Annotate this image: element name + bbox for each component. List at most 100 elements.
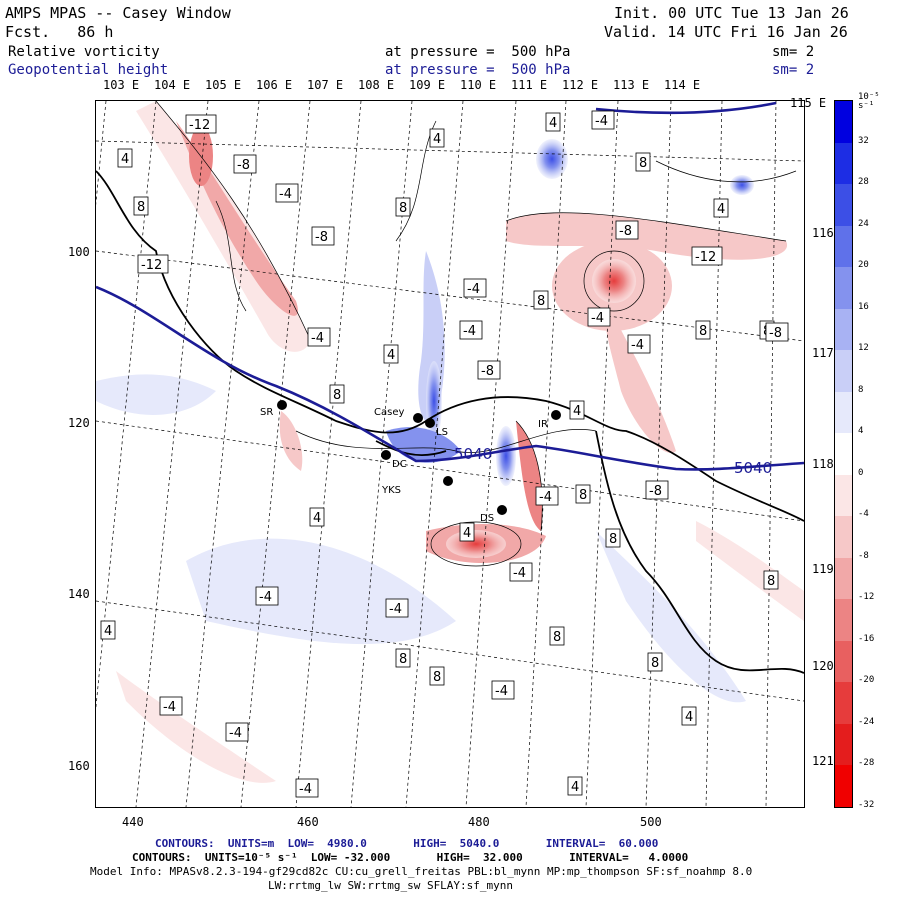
colorbar-segment: [835, 391, 852, 434]
contour-label: -4: [159, 696, 183, 716]
svg-text:-8: -8: [619, 224, 632, 239]
contour-label: 4: [459, 522, 475, 542]
contour-label: -4: [459, 320, 483, 340]
field2-name: Geopotential height: [8, 62, 169, 78]
field2-smooth: sm= 2: [772, 62, 815, 78]
contour-label: -8: [645, 480, 669, 500]
vorticity-contour-info: CONTOURS: UNITS=10⁻⁵ s⁻¹ LOW= -32.000 HI…: [132, 851, 689, 864]
station-names: SR Casey LS DC YKS IR DS: [260, 407, 548, 524]
station-marker: [413, 413, 423, 423]
contour-label: -12: [137, 254, 169, 274]
longitude-label: 113 E: [613, 78, 650, 92]
colorbar-segment: [835, 225, 852, 268]
svg-text:-8: -8: [237, 158, 250, 173]
station-label: LS: [436, 427, 448, 438]
colorbar-segment: [835, 184, 852, 226]
colorbar-segment: [835, 101, 852, 143]
longitude-label: 103 E: [103, 78, 140, 92]
svg-text:8: 8: [137, 200, 145, 215]
svg-text:8: 8: [699, 324, 707, 339]
colorbar-label: 20: [858, 260, 869, 271]
colorbar-segment: [835, 474, 852, 517]
x-tick-label: 480: [468, 815, 490, 829]
svg-text:-4: -4: [229, 726, 242, 741]
station-label: DS: [480, 513, 494, 524]
svg-text:-4: -4: [631, 338, 644, 353]
model-info: Model Info: MPASv8.2.3-194-gf29cd82c CU:…: [90, 865, 753, 878]
station-label: IR: [538, 419, 548, 430]
svg-text:-12: -12: [695, 250, 716, 265]
svg-text:-4: -4: [279, 187, 292, 202]
station-marker: [443, 476, 453, 486]
contour-labels: -12 -8 -4 4 8 -12 -8 -4 4 8 4 -4 8 -8 -4 4 8 -4 8 -8 -4 4 8 -4 8…: [100, 110, 789, 798]
svg-text:-8: -8: [481, 364, 494, 379]
field1-name: Relative vorticity: [8, 44, 160, 60]
svg-text:4: 4: [121, 152, 129, 167]
svg-text:8: 8: [579, 488, 587, 503]
colorbar-segment: [835, 142, 852, 185]
contour-label: 8: [329, 384, 345, 404]
vorticity-contours: [155, 101, 797, 567]
height-label-2: 5040: [734, 459, 772, 477]
contour-label: 8: [575, 484, 591, 504]
contour-label: -4: [463, 278, 487, 298]
contour-label: 8: [395, 197, 411, 217]
contour-label: -4: [587, 307, 611, 327]
valid-time: Valid. 14 UTC Fri 16 Jan 26: [604, 23, 848, 41]
contour-label: 8: [395, 648, 411, 668]
contour-label: -4: [627, 334, 651, 354]
field1-smooth: sm= 2: [772, 44, 815, 60]
colorbar-unit: 10⁻⁵ s⁻¹: [858, 92, 880, 111]
colorbar-label: -28: [858, 758, 875, 769]
svg-text:8: 8: [433, 670, 441, 685]
contour-label: -4: [275, 183, 299, 203]
svg-text:-4: -4: [389, 602, 402, 617]
x-tick-label: 460: [297, 815, 319, 829]
longitude-label: 104 E: [154, 78, 191, 92]
svg-text:-4: -4: [311, 331, 324, 346]
contour-label: 8: [695, 320, 711, 340]
svg-text:4: 4: [387, 348, 395, 363]
y-tick-label: 120: [68, 416, 90, 430]
longitude-label: 106 E: [256, 78, 293, 92]
colorbar-segment: [835, 350, 852, 392]
svg-text:-4: -4: [299, 782, 312, 797]
model-title: AMPS MPAS -- Casey Window: [5, 4, 231, 22]
svg-text:8: 8: [639, 156, 647, 171]
contour-label: 8: [549, 626, 565, 646]
contour-label: 4: [117, 148, 133, 168]
svg-text:-4: -4: [495, 684, 508, 699]
contour-label: -4: [591, 110, 615, 130]
height-label-1: 5040: [454, 445, 492, 463]
contour-label: -4: [255, 586, 279, 606]
colorbar-segment: [835, 723, 852, 766]
svg-text:-4: -4: [539, 490, 552, 505]
svg-text:4: 4: [549, 116, 557, 131]
svg-text:-4: -4: [163, 700, 176, 715]
longitude-label: 111 E: [511, 78, 548, 92]
svg-text:-8: -8: [769, 326, 782, 341]
colorbar-label: 16: [858, 301, 869, 312]
colorbar-label: -24: [858, 716, 875, 727]
svg-text:-4: -4: [591, 311, 604, 326]
longitude-label: 107 E: [307, 78, 344, 92]
contour-label: 4: [100, 620, 116, 640]
contour-label: 8: [533, 290, 549, 310]
colorbar-label: 4: [858, 426, 864, 437]
colorbar-segment: [835, 433, 852, 475]
contour-label: -12: [185, 114, 217, 134]
vorticity-shading: [96, 101, 804, 783]
colorbar-label: 8: [858, 384, 864, 395]
colorbar-label: 28: [858, 177, 869, 188]
contour-label: -8: [477, 360, 501, 380]
colorbar-label: -20: [858, 675, 875, 686]
contour-label: 4: [429, 128, 445, 148]
init-time: Init. 00 UTC Tue 13 Jan 26: [614, 4, 849, 22]
contour-label: 8: [763, 570, 779, 590]
graticule: [96, 101, 804, 807]
svg-text:8: 8: [399, 201, 407, 216]
contour-label: -4: [295, 778, 319, 798]
svg-text:-4: -4: [259, 590, 272, 605]
colorbar-label: -8: [858, 550, 869, 561]
svg-text:-12: -12: [189, 118, 210, 133]
